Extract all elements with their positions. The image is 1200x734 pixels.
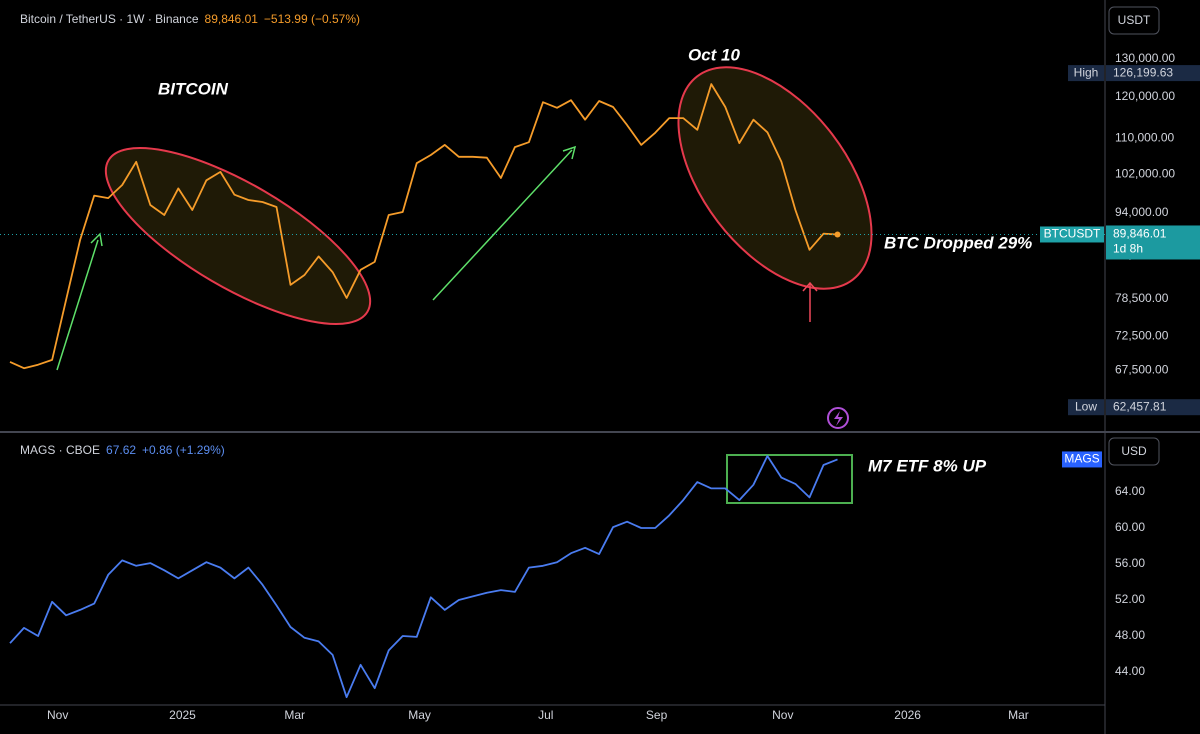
y-tick-label: 110,000.00 xyxy=(1115,131,1174,145)
series-line xyxy=(9,83,838,370)
x-tick-label: Jul xyxy=(538,708,553,722)
symbol: MAGS · CBOE xyxy=(20,443,100,457)
icon-circle[interactable] xyxy=(827,407,849,429)
y-tick-label: 94,000.00 xyxy=(1115,205,1169,219)
x-tick-label: Mar xyxy=(284,708,305,722)
price-badge xyxy=(1106,225,1200,260)
currency-button[interactable] xyxy=(1108,437,1160,466)
annotation: BITCOIN xyxy=(158,79,229,98)
x-tick-label: May xyxy=(408,708,431,722)
series-line xyxy=(9,455,838,699)
y-tick-label: 60.00 xyxy=(1115,520,1145,534)
price-badge-label: 89,846.01 xyxy=(1113,227,1167,241)
countdown-label: 1d 8h xyxy=(1113,242,1143,256)
arrow xyxy=(432,149,573,301)
currency-label[interactable]: USDT xyxy=(1118,13,1151,27)
high-badge xyxy=(1106,65,1200,82)
y-tick-label: 120,000.00 xyxy=(1115,89,1175,103)
low-name-badge xyxy=(1068,399,1104,416)
price-change: +0.86 (+1.29%) xyxy=(142,443,225,457)
y-tick-label: 102,000.00 xyxy=(1115,166,1175,180)
annotation: Oct 10 xyxy=(688,45,741,64)
price-change: −513.99 (−0.57%) xyxy=(264,12,360,26)
y-tick-label: 52.00 xyxy=(1115,592,1145,606)
y-tick-label: 130,000.00 xyxy=(1115,51,1175,65)
x-tick-label: 2025 xyxy=(169,708,196,722)
arrow-head xyxy=(562,145,577,160)
series-name: MAGS xyxy=(1064,452,1099,466)
high-name-badge xyxy=(1068,65,1104,82)
arrow xyxy=(56,239,99,371)
annotation: M7 ETF 8% UP xyxy=(868,456,987,475)
last-point xyxy=(834,231,841,238)
icon-bolt[interactable] xyxy=(834,411,843,426)
y-tick-label: 78,500.00 xyxy=(1115,291,1169,305)
currency-label[interactable]: USD xyxy=(1121,444,1147,458)
last-price: 89,846.01 xyxy=(205,12,259,26)
y-tick-label: 64.00 xyxy=(1115,484,1145,498)
series-badge xyxy=(1040,226,1104,243)
x-tick-label: Mar xyxy=(1008,708,1029,722)
low-name: Low xyxy=(1075,399,1097,413)
x-tick-label: Nov xyxy=(772,708,793,722)
arrow-head xyxy=(802,281,818,292)
event-icon[interactable] xyxy=(827,407,849,429)
last-price: 67.62 xyxy=(106,443,136,457)
highlight-box xyxy=(726,454,853,504)
y-tick-label: 48.00 xyxy=(1115,628,1145,642)
series-badge xyxy=(1062,451,1102,468)
y-tick-label: 67,500.00 xyxy=(1115,362,1169,376)
symbol: Bitcoin / TetherUS · 1W · Binance xyxy=(20,12,199,26)
x-tick-label: Nov xyxy=(47,708,68,722)
low-label: 62,457.81 xyxy=(1113,399,1167,413)
chart-title: Bitcoin / TetherUS · 1W · Binance 89,846.… xyxy=(20,12,360,26)
high-label: 126,199.63 xyxy=(1113,65,1173,79)
y-tick-label: 44.00 xyxy=(1115,664,1145,678)
annotation: BTC Dropped 29% xyxy=(884,233,1032,252)
low-badge xyxy=(1106,399,1200,416)
currency-button[interactable] xyxy=(1108,6,1160,35)
y-tick-label: 72,500.00 xyxy=(1115,329,1169,343)
x-tick-label: 2026 xyxy=(894,708,921,722)
chart-title: MAGS · CBOE 67.62 +0.86 (+1.29%) xyxy=(20,443,225,457)
y-tick-label: 56.00 xyxy=(1115,556,1145,570)
high-name: High xyxy=(1074,65,1099,79)
x-tick-label: Sep xyxy=(646,708,668,722)
series-name: BTCUSDT xyxy=(1044,227,1101,241)
arrows xyxy=(56,145,818,371)
highlight-ellipse xyxy=(104,147,372,325)
